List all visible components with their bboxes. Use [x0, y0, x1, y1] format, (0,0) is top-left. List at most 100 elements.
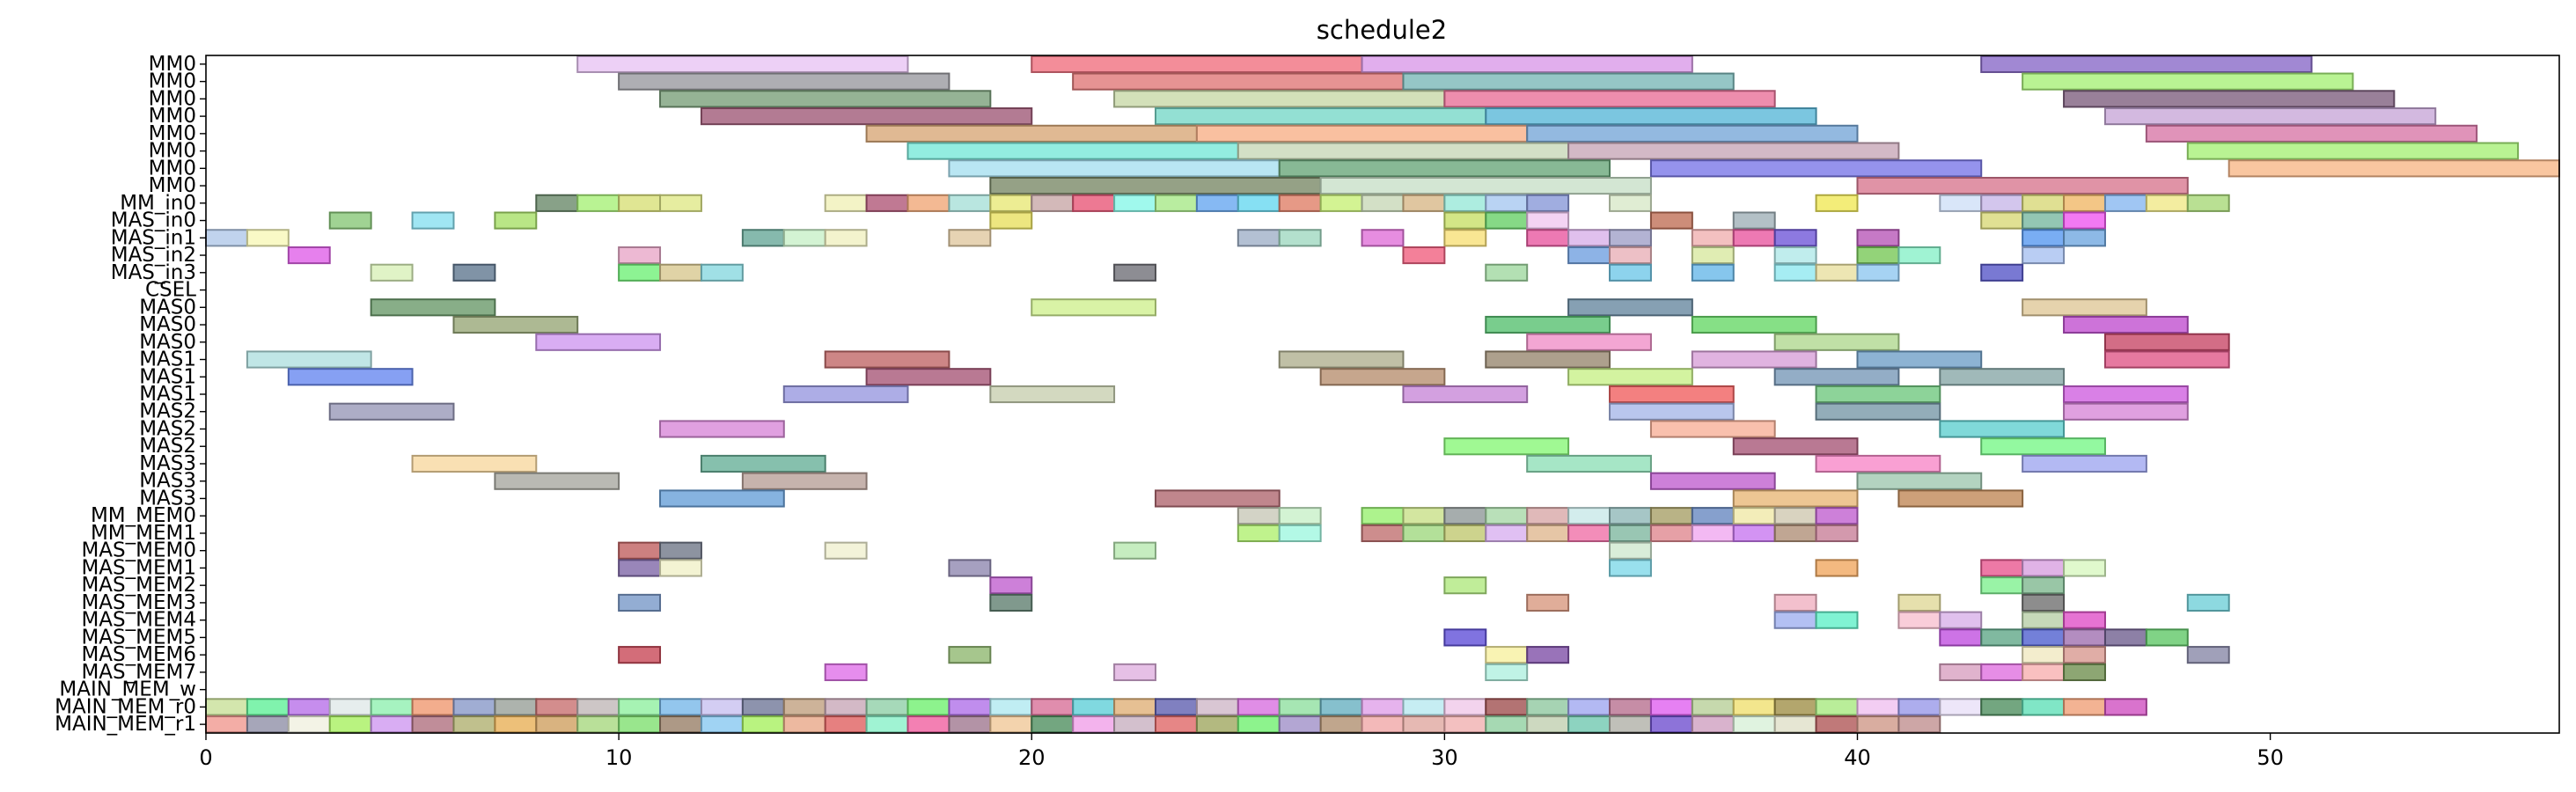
y-tick-label: MAS2	[139, 400, 196, 423]
task-bar	[1526, 646, 1570, 664]
task-bar	[1443, 715, 1487, 734]
task-bar	[494, 472, 620, 490]
y-tick-label: MM0	[149, 70, 196, 93]
task-bar	[1485, 698, 1529, 716]
task-bar	[1195, 698, 1239, 716]
task-bar	[989, 698, 1033, 716]
task-bar	[659, 698, 702, 716]
task-bar	[1980, 263, 2024, 282]
task-bar	[1278, 194, 1322, 212]
task-bar	[1278, 698, 1322, 716]
task-bar	[782, 715, 826, 734]
task-bar	[1113, 194, 1156, 212]
task-bar	[1402, 507, 1446, 525]
task-bar	[1691, 715, 1735, 734]
task-bar	[1649, 715, 1693, 734]
task-bar	[1237, 229, 1281, 247]
task-bar	[1402, 385, 1529, 404]
task-bar	[1319, 194, 1363, 212]
task-bar	[1980, 628, 2024, 647]
task-bar	[535, 715, 579, 734]
task-bar	[1237, 698, 1281, 716]
task-bar	[700, 107, 1033, 126]
task-bar	[246, 715, 290, 734]
task-bar	[1609, 385, 1735, 404]
task-bar	[1567, 507, 1611, 525]
task-bar	[2063, 611, 2106, 629]
task-bar	[2063, 229, 2106, 247]
task-bar	[1237, 715, 1281, 734]
task-bar	[1526, 229, 1570, 247]
x-tick-label: 50	[2257, 745, 2284, 770]
task-bar	[2145, 194, 2189, 212]
task-bar	[1031, 194, 1075, 212]
task-bar	[1773, 229, 1817, 247]
task-bar	[1815, 698, 1859, 716]
task-bar	[1485, 315, 1611, 334]
task-bar	[1815, 559, 1859, 577]
task-bar	[2022, 663, 2066, 681]
task-bar	[1691, 263, 1735, 282]
task-bar	[2022, 194, 2066, 212]
task-bar	[1526, 698, 1570, 716]
task-bar	[618, 559, 662, 577]
task-bar	[576, 55, 909, 73]
task-bar	[782, 385, 909, 404]
task-bar	[1567, 229, 1611, 247]
task-bar	[906, 715, 950, 734]
task-bar	[906, 194, 950, 212]
task-bar	[1815, 402, 1941, 421]
task-bar	[452, 263, 496, 282]
task-bar	[1980, 559, 2024, 577]
task-bar	[2145, 628, 2189, 647]
task-bar	[1031, 698, 1075, 716]
task-bar	[1856, 350, 1983, 369]
task-bar	[1897, 611, 1941, 629]
task-bar	[824, 350, 950, 369]
task-bar	[782, 698, 826, 716]
task-bar	[2063, 315, 2189, 334]
task-bar	[948, 646, 992, 664]
task-bar	[1485, 646, 1529, 664]
task-bar	[1485, 715, 1529, 734]
task-bar	[2022, 229, 2066, 247]
task-bar	[1939, 368, 2066, 386]
y-tick-label: MAS3	[139, 452, 196, 475]
task-bar	[1856, 698, 1900, 716]
task-bar	[2103, 107, 2437, 126]
task-bar	[1939, 698, 1983, 716]
y-tick-label: MAS_in0	[111, 209, 196, 232]
task-bar	[1237, 507, 1281, 525]
task-bar	[1897, 246, 1941, 265]
y-tick-label: MM_MEM1	[91, 522, 196, 545]
task-bar	[1237, 524, 1281, 543]
task-bar	[205, 229, 248, 247]
task-bar	[1939, 194, 1983, 212]
task-bar	[328, 211, 372, 230]
task-bar	[1567, 715, 1611, 734]
task-bar	[1526, 524, 1570, 543]
task-bar	[1361, 507, 1405, 525]
task-bar	[1361, 698, 1405, 716]
task-bar	[2103, 333, 2230, 351]
task-bar	[1567, 698, 1611, 716]
task-bar	[1773, 507, 1817, 525]
task-bar	[782, 229, 826, 247]
task-bar	[1732, 229, 1776, 247]
task-bar	[948, 159, 1281, 178]
task-bar	[1443, 437, 1570, 456]
task-bar	[659, 90, 992, 108]
y-tick-label: MAS_MEM7	[81, 661, 196, 684]
task-bar	[618, 72, 950, 91]
task-bar	[1443, 194, 1487, 212]
task-bar	[1031, 715, 1075, 734]
task-bar	[618, 263, 662, 282]
task-bar	[2063, 628, 2106, 647]
task-bar	[1980, 437, 2106, 456]
task-bar	[1609, 229, 1652, 247]
task-bar	[1526, 593, 1570, 612]
task-bar	[1072, 715, 1116, 734]
task-bar	[1319, 368, 1446, 386]
task-bar	[1443, 90, 1776, 108]
task-bar	[1113, 698, 1156, 716]
